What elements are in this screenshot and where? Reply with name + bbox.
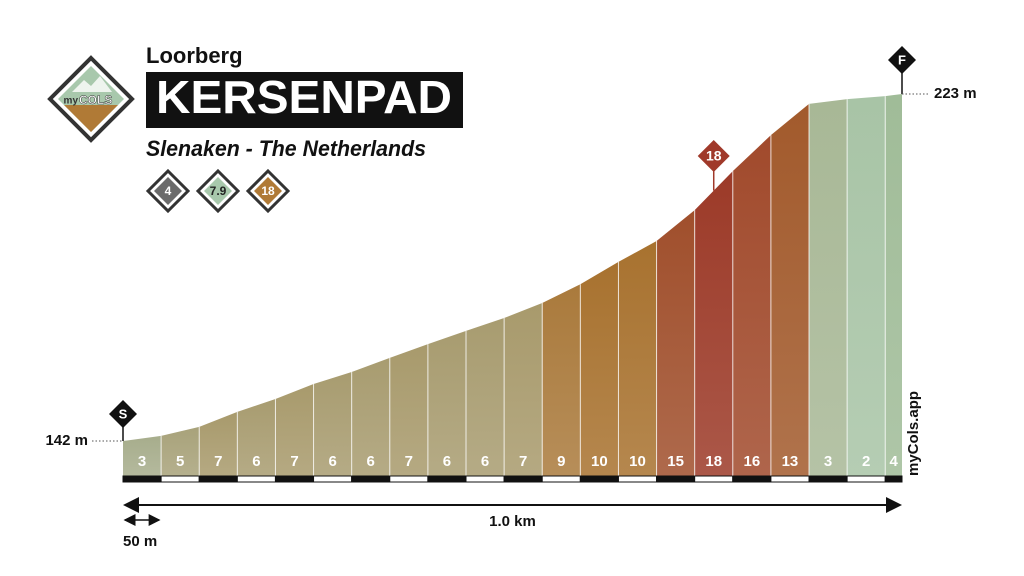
profile-segment	[237, 399, 276, 476]
elevation-label: 223 m	[934, 85, 977, 102]
gradient-label: 10	[591, 453, 608, 470]
distance-tick	[617, 475, 658, 483]
distance-tick	[274, 475, 315, 483]
distance-tick	[160, 475, 200, 483]
distance-tick	[198, 475, 238, 483]
profile-segment	[809, 99, 848, 476]
badges: 4 7.9 18	[145, 168, 291, 214]
logo: my COLS	[47, 55, 135, 143]
profile-segment	[542, 284, 581, 476]
chart: 3 5 7 6 7 6 6 7 6 6 7 9 10 10 15 18 16 13 3 2 4 18 S F 142 m 223 …	[45, 46, 977, 550]
total-distance: 1.0 km	[489, 513, 536, 530]
gradient-label: 7	[290, 453, 298, 470]
profile-segment	[161, 426, 200, 476]
profile-segment	[656, 210, 695, 476]
title-box	[146, 72, 463, 128]
gradient-label: 2	[862, 453, 870, 470]
badge-fill	[154, 177, 182, 205]
logo-name: COLS	[79, 93, 112, 107]
location: Slenaken - The Netherlands	[146, 136, 426, 161]
profile-segment	[504, 303, 543, 476]
elevation-label: 142 m	[45, 432, 88, 449]
badge-value: 4	[165, 184, 172, 198]
credit: myCols.app	[905, 391, 922, 476]
gradient-label: 7	[519, 453, 527, 470]
gradient-label: 6	[443, 453, 451, 470]
badge-fill	[204, 177, 232, 205]
distance-tick	[541, 475, 581, 483]
gradient-label: 13	[782, 453, 799, 470]
distance-tick	[503, 475, 543, 483]
profile-segment	[580, 261, 619, 476]
profile-segment	[275, 384, 314, 476]
gradient-label: 4	[889, 453, 898, 470]
gradient-label: 3	[824, 453, 832, 470]
distance-tick	[351, 475, 391, 483]
distance-tick	[313, 475, 353, 483]
distance-tick	[732, 475, 772, 483]
start-marker-label: S	[119, 406, 128, 421]
region: Loorberg	[146, 43, 243, 68]
max-marker-label: 18	[706, 148, 722, 164]
gradient-label: 15	[667, 453, 684, 470]
profile-segment	[351, 357, 390, 476]
distance-tick	[656, 475, 696, 483]
profile-segment	[694, 171, 733, 476]
gradient-label: 6	[328, 453, 336, 470]
profile-segment	[427, 330, 467, 476]
gradient-label: 16	[743, 453, 760, 470]
distance-tick	[236, 475, 276, 483]
profile-segment	[389, 344, 428, 476]
profile-segment	[466, 318, 505, 476]
finish-marker-label: F	[898, 52, 906, 67]
profile-segment	[123, 435, 162, 476]
distance-tick	[122, 475, 162, 483]
start-marker	[109, 400, 137, 428]
badge-value: 18	[261, 184, 275, 198]
distance-tick	[427, 475, 467, 483]
badge-fill	[254, 177, 282, 205]
gradient-label: 10	[629, 453, 646, 470]
gradient-label: 7	[214, 453, 222, 470]
profile-segment	[732, 135, 771, 477]
distance-tick	[465, 475, 505, 483]
finish-marker	[888, 46, 916, 74]
distance-tick	[389, 475, 429, 483]
gradient-label: 6	[367, 453, 375, 470]
gradient-label: 6	[252, 453, 260, 470]
gradient-label: 5	[176, 453, 184, 470]
title: KERSENPAD	[156, 71, 452, 123]
max-marker	[697, 140, 730, 172]
distance-tick	[808, 475, 848, 483]
distance-tick	[770, 475, 810, 483]
profile-segment	[618, 240, 657, 476]
distance-tick	[884, 475, 903, 483]
profile-segment	[885, 94, 902, 476]
gradient-label: 9	[557, 453, 565, 470]
profile-segment	[313, 372, 352, 476]
gradient-label: 6	[481, 453, 489, 470]
distance-tick	[694, 475, 734, 483]
profile-segment	[770, 103, 810, 476]
badge-value: 7.9	[210, 184, 227, 198]
profile-segment	[199, 411, 238, 476]
profile-segment	[847, 96, 886, 477]
gradient-label: 3	[138, 453, 146, 470]
gradient-label: 7	[405, 453, 413, 470]
logo-prefix: my	[64, 96, 79, 107]
distance-tick	[846, 475, 886, 483]
gradient-label: 18	[705, 453, 722, 470]
scale-label: 50 m	[123, 533, 157, 550]
distance-tick	[579, 475, 619, 483]
